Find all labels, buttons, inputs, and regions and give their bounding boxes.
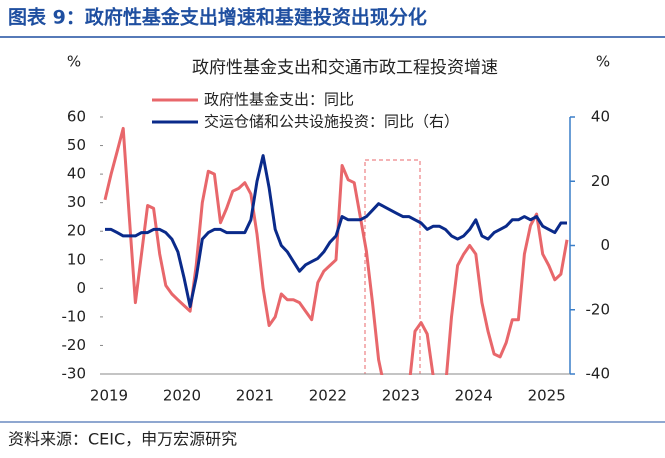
x-tick-label: 2023 bbox=[382, 387, 420, 405]
x-tick-label: 2022 bbox=[309, 387, 347, 405]
source: 资料来源：CEIC，申万宏源研究 bbox=[8, 430, 237, 449]
highlight-box bbox=[364, 159, 421, 375]
x-tick-label: 2024 bbox=[455, 387, 493, 405]
y-tick-label: 50 bbox=[67, 136, 86, 154]
y2-tick-label: -20 bbox=[586, 300, 611, 318]
series-line bbox=[105, 154, 567, 308]
series-line bbox=[103, 126, 569, 375]
legend-label: 交运仓储和公共设施投资：同比（右） bbox=[204, 113, 459, 131]
x-tick-label: 2021 bbox=[236, 387, 274, 405]
y-tick-label: -30 bbox=[62, 365, 87, 383]
y-tick-label: 60 bbox=[67, 108, 86, 126]
y2-tick-label: 20 bbox=[591, 172, 610, 190]
x-tick-label: 2025 bbox=[528, 387, 566, 405]
page-title: 图表 9：政府性基金支出增速和基建投资出现分化 bbox=[8, 6, 427, 29]
y-tick-label: 30 bbox=[67, 193, 86, 211]
y-tick-label: -20 bbox=[62, 336, 87, 354]
y-axis-label: % bbox=[67, 53, 81, 71]
y2-tick-label: 40 bbox=[591, 108, 610, 126]
y-tick-label: 20 bbox=[67, 222, 86, 240]
chart-title: 政府性基金支出和交通市政工程投资增速 bbox=[192, 58, 498, 78]
legend-label: 政府性基金支出：同比 bbox=[204, 91, 354, 109]
y-tick-label: 10 bbox=[67, 250, 86, 268]
x-tick-label: 2019 bbox=[90, 387, 128, 405]
y-tick-label: 40 bbox=[67, 165, 86, 183]
y2-tick-label: 0 bbox=[600, 236, 610, 254]
y2-tick-label: -40 bbox=[586, 365, 611, 383]
x-tick-label: 2020 bbox=[163, 387, 201, 405]
y-tick-label: -10 bbox=[62, 307, 87, 325]
y2-axis-label: % bbox=[596, 53, 610, 71]
y-tick-label: 0 bbox=[76, 279, 86, 297]
